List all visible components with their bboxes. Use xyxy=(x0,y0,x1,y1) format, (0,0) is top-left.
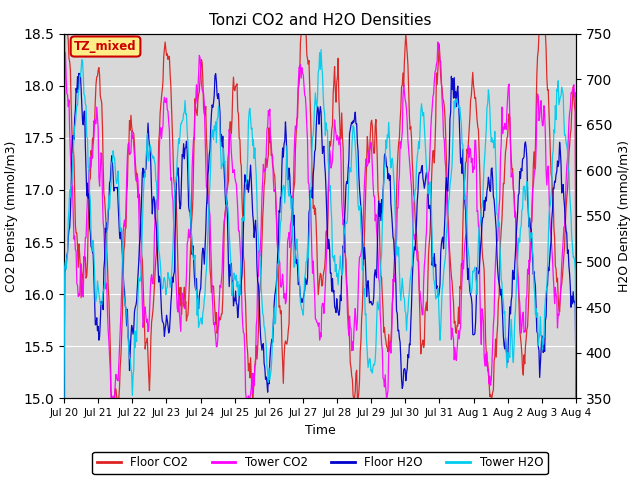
Y-axis label: H2O Density (mmol/m3): H2O Density (mmol/m3) xyxy=(618,140,630,292)
Legend: Floor CO2, Tower CO2, Floor H2O, Tower H2O: Floor CO2, Tower CO2, Floor H2O, Tower H… xyxy=(92,452,548,474)
Title: Tonzi CO2 and H2O Densities: Tonzi CO2 and H2O Densities xyxy=(209,13,431,28)
X-axis label: Time: Time xyxy=(305,424,335,437)
Text: TZ_mixed: TZ_mixed xyxy=(74,40,137,53)
Y-axis label: CO2 Density (mmol/m3): CO2 Density (mmol/m3) xyxy=(5,140,18,292)
